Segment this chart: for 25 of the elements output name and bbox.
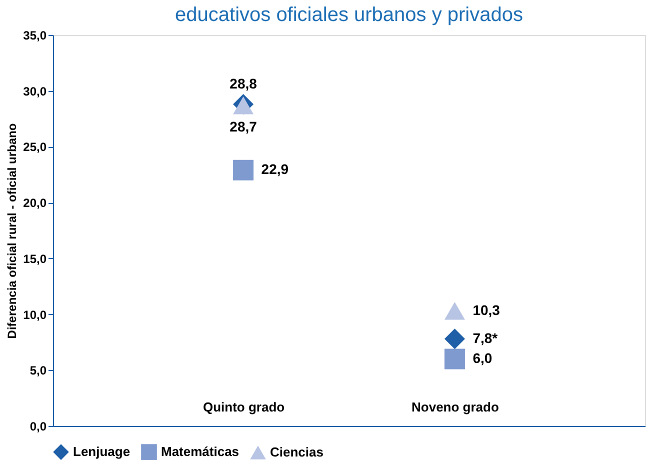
- data-label: 7,8*: [472, 330, 498, 346]
- point: [444, 348, 465, 370]
- data-label: 28,7: [230, 118, 258, 134]
- data-label: 10,3: [472, 302, 500, 318]
- data-label: 6,0: [472, 350, 492, 366]
- y-tick-label: 10,0: [23, 308, 47, 322]
- legend-label: Ciencias: [270, 444, 324, 460]
- y-tick-label: 35,0: [23, 28, 47, 42]
- data-label: 22,9: [261, 161, 289, 178]
- point: [444, 328, 465, 350]
- point: [444, 302, 465, 320]
- y-axis-title: Diferencia oficial rural - oficial urbano: [5, 123, 20, 339]
- x-tick-label: Quinto grado: [202, 400, 285, 414]
- y-tick-label: 0,0: [30, 420, 47, 434]
- y-tick-label: 15,0: [23, 252, 47, 266]
- y-tick-label: 5,0: [30, 364, 47, 378]
- legend-label: Matemáticas: [161, 444, 240, 460]
- x-tick-label: Noveno grado: [412, 400, 499, 414]
- point: [233, 160, 254, 180]
- y-tick-label: 25,0: [23, 140, 47, 154]
- legend-label: Lenjuage: [73, 444, 130, 460]
- chart-title: educativos oficiales urbanos y privados: [175, 4, 523, 26]
- data-label: 28,8: [230, 75, 258, 92]
- y-tick-label: 30,0: [23, 84, 47, 98]
- y-tick-label: 20,0: [23, 196, 47, 210]
